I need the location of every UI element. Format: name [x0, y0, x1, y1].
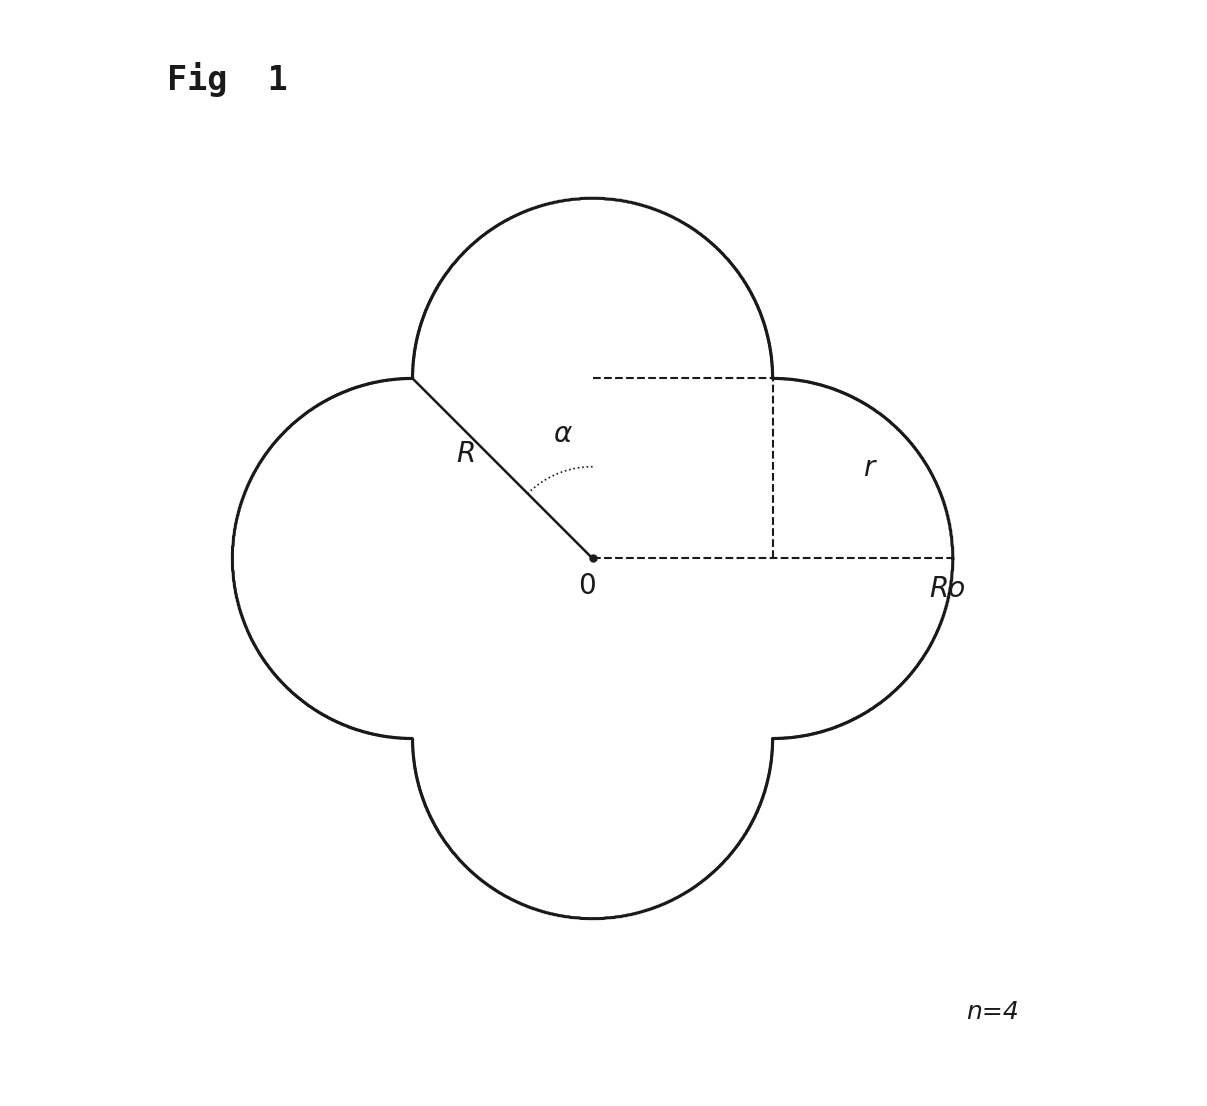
- Text: n=4: n=4: [966, 1000, 1019, 1024]
- Text: Fig  1: Fig 1: [167, 62, 287, 96]
- Text: 0: 0: [578, 572, 596, 599]
- Text: r: r: [863, 455, 874, 482]
- Text: α: α: [553, 420, 571, 448]
- Text: Ro: Ro: [929, 575, 966, 603]
- Text: R: R: [456, 440, 476, 468]
